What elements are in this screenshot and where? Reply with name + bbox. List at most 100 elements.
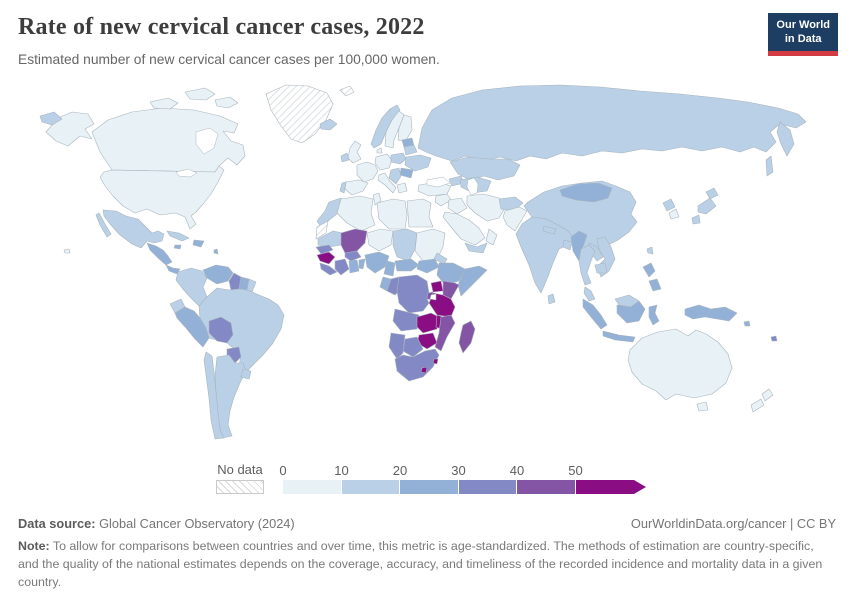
country-sakhalin[interactable] bbox=[765, 155, 774, 177]
country-hispaniola[interactable] bbox=[192, 239, 205, 248]
country-jamaica[interactable] bbox=[173, 244, 182, 250]
legend-bin-10-20[interactable] bbox=[341, 480, 400, 494]
country-angola[interactable] bbox=[392, 308, 420, 332]
country-arctic-island-2[interactable] bbox=[184, 87, 216, 101]
country-cote-divoire[interactable] bbox=[334, 258, 350, 276]
country-venezuela[interactable] bbox=[202, 264, 234, 285]
country-baja[interactable] bbox=[95, 212, 112, 238]
country-chukotka[interactable] bbox=[39, 111, 63, 126]
country-algeria[interactable] bbox=[336, 195, 376, 232]
country-solomon-islands[interactable] bbox=[743, 320, 751, 327]
country-greenland[interactable] bbox=[265, 84, 334, 144]
country-kenya[interactable] bbox=[442, 280, 460, 300]
country-sri-lanka[interactable] bbox=[547, 293, 556, 305]
country-sierra-leone-liberia[interactable] bbox=[319, 262, 338, 276]
country-car[interactable] bbox=[394, 258, 420, 272]
country-chad[interactable] bbox=[392, 228, 418, 262]
country-nigeria[interactable] bbox=[364, 251, 390, 274]
country-portugal[interactable] bbox=[339, 181, 347, 194]
country-zambia[interactable] bbox=[416, 312, 440, 334]
country-philippines-north[interactable] bbox=[642, 262, 656, 278]
country-germany[interactable] bbox=[374, 153, 393, 171]
country-ukraine[interactable] bbox=[404, 154, 432, 172]
country-bangladesh[interactable] bbox=[562, 239, 573, 251]
country-syria-levant[interactable] bbox=[434, 193, 452, 207]
country-mozambique[interactable] bbox=[434, 314, 456, 352]
legend-bin-30-40[interactable] bbox=[458, 480, 517, 494]
country-french-guiana[interactable] bbox=[246, 278, 257, 293]
country-japan-hokkaido[interactable] bbox=[705, 187, 719, 200]
country-taiwan[interactable] bbox=[646, 246, 654, 255]
country-australia[interactable] bbox=[627, 328, 733, 401]
country-finland[interactable] bbox=[397, 114, 413, 143]
country-denmark[interactable] bbox=[376, 147, 383, 154]
country-panama[interactable] bbox=[165, 264, 181, 275]
owid-logo[interactable]: Our World in Data bbox=[768, 13, 838, 56]
country-ghana[interactable] bbox=[348, 259, 360, 274]
country-iran[interactable] bbox=[466, 193, 506, 222]
country-namibia[interactable] bbox=[388, 332, 406, 360]
country-uganda[interactable] bbox=[430, 280, 444, 293]
country-drc[interactable] bbox=[396, 274, 430, 314]
country-fiji[interactable] bbox=[770, 335, 778, 342]
country-niger[interactable] bbox=[366, 228, 394, 252]
country-arctic-island-1[interactable] bbox=[149, 97, 179, 110]
country-tunisia[interactable] bbox=[372, 192, 382, 206]
country-pakistan[interactable] bbox=[502, 206, 528, 232]
country-japan-kyushu[interactable] bbox=[691, 214, 701, 225]
country-nepal[interactable] bbox=[542, 225, 557, 235]
country-iceland[interactable] bbox=[319, 118, 338, 131]
country-eswatini[interactable] bbox=[432, 358, 439, 365]
country-lesotho[interactable] bbox=[420, 366, 428, 374]
country-uk[interactable] bbox=[347, 140, 362, 164]
country-spain[interactable] bbox=[344, 179, 369, 196]
country-saudi-arabia[interactable] bbox=[442, 211, 486, 246]
country-yemen[interactable] bbox=[464, 242, 488, 254]
country-java[interactable] bbox=[602, 330, 636, 343]
country-hawaii[interactable] bbox=[63, 248, 71, 254]
country-south-africa[interactable] bbox=[394, 348, 440, 382]
legend-no-data[interactable]: No data bbox=[216, 462, 264, 494]
country-south-korea[interactable] bbox=[668, 208, 680, 220]
country-greece[interactable] bbox=[396, 182, 408, 194]
country-mongolia[interactable] bbox=[559, 182, 613, 203]
country-sumatra[interactable] bbox=[582, 298, 608, 330]
country-central-america[interactable] bbox=[146, 242, 173, 266]
country-romania[interactable] bbox=[399, 167, 414, 179]
country-chile[interactable] bbox=[203, 351, 225, 440]
country-sulawesi[interactable] bbox=[648, 304, 660, 326]
country-kazakhstan[interactable] bbox=[449, 156, 521, 181]
attribution-link[interactable]: OurWorldinData.org/cancer | CC BY bbox=[630, 516, 836, 531]
country-nz-south[interactable] bbox=[750, 398, 765, 413]
country-thailand[interactable] bbox=[578, 244, 596, 286]
country-brazil[interactable] bbox=[198, 287, 285, 374]
country-bolivia[interactable] bbox=[208, 316, 234, 344]
country-usa[interactable] bbox=[99, 165, 225, 230]
country-papua-new-guinea[interactable] bbox=[704, 306, 738, 322]
country-mali[interactable] bbox=[340, 228, 368, 254]
country-libya[interactable] bbox=[376, 198, 408, 230]
country-kamchatka[interactable] bbox=[776, 121, 795, 157]
legend-bin-0-10[interactable] bbox=[283, 480, 342, 494]
country-myanmar[interactable] bbox=[570, 230, 588, 262]
country-norway[interactable] bbox=[370, 104, 401, 149]
country-ireland[interactable] bbox=[340, 152, 350, 163]
country-egypt[interactable] bbox=[406, 198, 434, 228]
country-ethiopia[interactable] bbox=[436, 262, 466, 286]
country-madagascar[interactable] bbox=[458, 320, 476, 354]
country-guinea[interactable] bbox=[316, 251, 336, 265]
country-lesser-antilles[interactable] bbox=[213, 248, 219, 255]
country-canada[interactable] bbox=[91, 107, 246, 173]
country-senegal[interactable] bbox=[315, 244, 334, 255]
country-burkina-faso[interactable] bbox=[344, 250, 362, 262]
country-south-sudan[interactable] bbox=[416, 258, 440, 274]
country-italy[interactable] bbox=[377, 172, 397, 194]
country-svalbard[interactable] bbox=[339, 85, 355, 97]
country-uruguay[interactable] bbox=[240, 368, 252, 380]
country-malaysia[interactable] bbox=[583, 286, 596, 302]
country-france[interactable] bbox=[356, 161, 379, 183]
country-borneo-indonesia[interactable] bbox=[616, 300, 646, 324]
country-cambodia[interactable] bbox=[594, 262, 608, 274]
country-belarus[interactable] bbox=[403, 144, 418, 156]
country-western-sahara[interactable] bbox=[315, 220, 329, 240]
